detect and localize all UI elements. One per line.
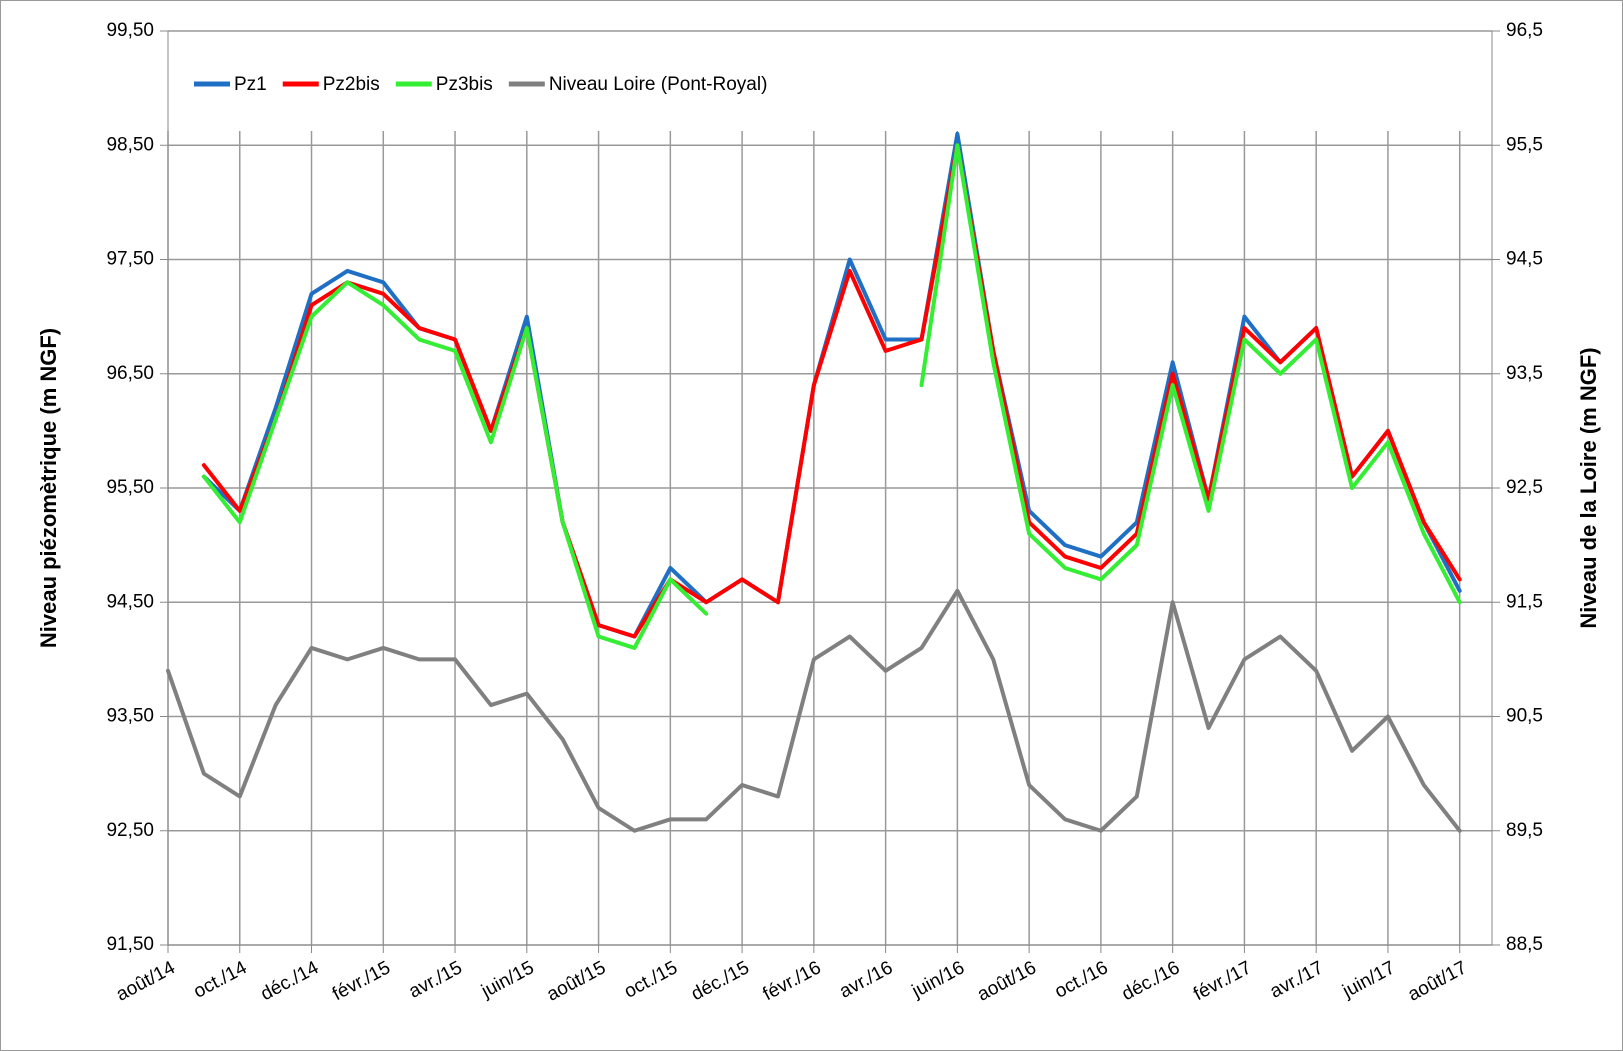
series-line — [166, 588, 1462, 833]
series-line — [201, 143, 1462, 639]
y2-tick-label: 88,5 — [1506, 934, 1543, 955]
x-tick-label: oct./15 — [621, 957, 681, 1002]
x-tick-label: avr./15 — [406, 957, 466, 1002]
x-tick-label: août/16 — [974, 957, 1040, 1005]
x-tick-label: févr./15 — [329, 957, 394, 1005]
x-tick-label: août/15 — [543, 957, 609, 1005]
y2-tick-label: 90,5 — [1506, 706, 1543, 727]
y2-tick-label: 89,5 — [1506, 820, 1543, 841]
y-tick-label: 98,50 — [106, 134, 154, 155]
series-line — [201, 131, 1462, 639]
x-tick-label: août/14 — [113, 957, 179, 1006]
series-line — [919, 143, 1462, 605]
y2-tick-label: 96,5 — [1506, 20, 1543, 41]
y-tick-label: 96,50 — [106, 363, 154, 384]
y-tick-label: 91,50 — [106, 934, 154, 955]
y-axis-title: Niveau piézomètrique (m NGF) — [36, 328, 61, 648]
x-tick-label: déc./14 — [257, 957, 322, 1005]
legend-label: Pz3bis — [436, 74, 493, 95]
y-tick-label: 99,50 — [106, 20, 154, 41]
x-tick-label: oct./16 — [1051, 957, 1111, 1002]
y2-axis-title: Niveau de la Loire (m NGF) — [1576, 347, 1601, 628]
series-line — [201, 280, 709, 650]
x-tick-label: août/17 — [1405, 957, 1471, 1005]
x-tick-label: juin/16 — [908, 957, 968, 1002]
y2-tick-label: 93,5 — [1506, 363, 1543, 384]
x-tick-label: déc./15 — [688, 957, 753, 1005]
x-tick-label: déc./16 — [1118, 957, 1183, 1005]
legend-label: Pz2bis — [323, 74, 380, 95]
x-tick-label: oct./14 — [190, 957, 251, 1003]
x-tick-label: juin/15 — [477, 957, 537, 1002]
y2-tick-label: 94,5 — [1506, 249, 1543, 270]
y-tick-label: 94,50 — [106, 591, 154, 612]
y-tick-label: 92,50 — [106, 820, 154, 841]
x-tick-label: juin/17 — [1338, 957, 1398, 1002]
x-tick-label: févr./17 — [1190, 957, 1255, 1005]
legend-label: Pz1 — [234, 74, 267, 95]
x-tick-label: avr./16 — [836, 957, 896, 1002]
legend-label: Niveau Loire (Pont-Royal) — [549, 74, 768, 95]
y2-tick-label: 91,5 — [1506, 591, 1543, 612]
y-tick-label: 95,50 — [106, 477, 154, 498]
y2-tick-label: 95,5 — [1506, 134, 1543, 155]
y-tick-label: 93,50 — [106, 706, 154, 727]
y-tick-label: 97,50 — [106, 249, 154, 270]
y2-tick-label: 92,5 — [1506, 477, 1543, 498]
x-tick-label: avr./17 — [1267, 957, 1327, 1002]
x-tick-label: févr./16 — [760, 957, 825, 1005]
